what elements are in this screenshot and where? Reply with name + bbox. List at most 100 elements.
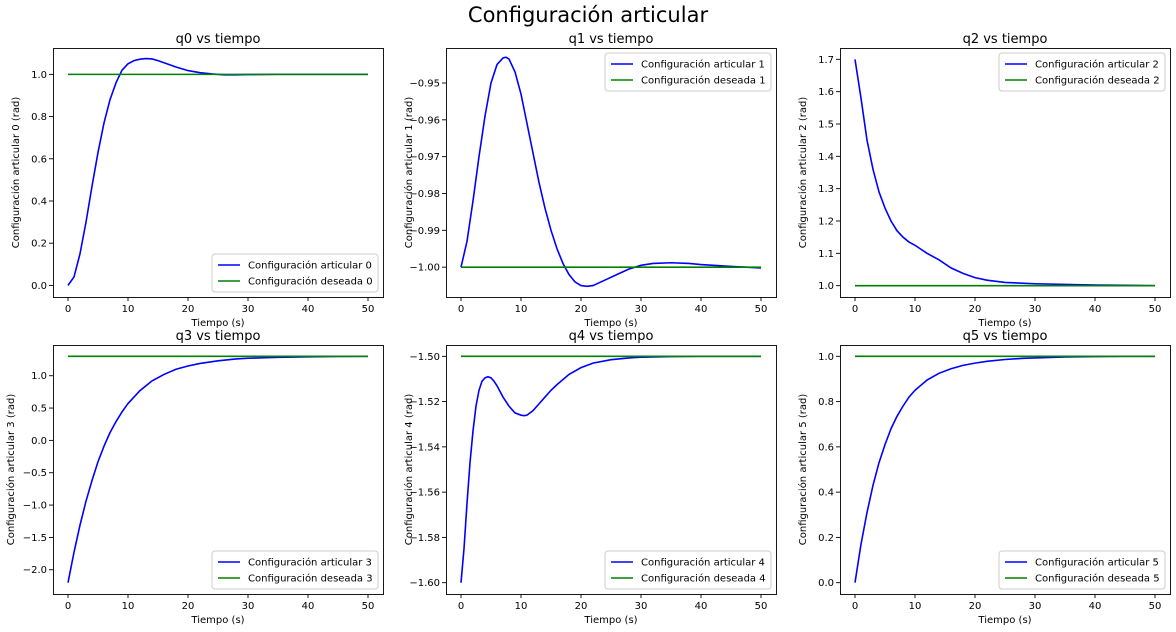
- legend-box: [211, 550, 379, 590]
- y-tick-label: 0.2: [818, 533, 834, 544]
- legend-entry: Configuración articular 3: [248, 557, 372, 569]
- x-tick-label: 0: [458, 304, 464, 315]
- x-tick-label: 0: [458, 601, 464, 612]
- subplot-title: q0 vs tiempo: [176, 32, 261, 47]
- y-tick-label: 1.5: [818, 119, 834, 130]
- x-axis-label: Tiempo (s): [977, 318, 1031, 329]
- x-tick-label: 0: [65, 304, 71, 315]
- legend-entry: Configuración articular 5: [1035, 557, 1159, 569]
- series-line-actual: [854, 355, 1155, 583]
- x-tick-label: 40: [695, 601, 708, 612]
- x-tick-label: 20: [575, 304, 588, 315]
- x-tick-label: 10: [909, 601, 922, 612]
- subplot-title: q3 vs tiempo: [176, 329, 261, 344]
- y-tick-label: −1.0: [23, 501, 47, 512]
- axes-frame: [446, 48, 777, 298]
- x-axis-label: Tiempo (s): [190, 615, 244, 626]
- y-axis-label: Configuración articular 2 (rad): [797, 97, 809, 249]
- legend-box: [604, 550, 772, 590]
- y-tick-label: 1.1: [818, 249, 834, 260]
- x-tick-label: 40: [302, 304, 315, 315]
- legend-entry: Configuración articular 1: [641, 59, 765, 71]
- legend-box: [211, 253, 379, 293]
- series-line-actual: [67, 57, 368, 286]
- x-tick-label: 10: [122, 304, 135, 315]
- x-axis-label: Tiempo (s): [583, 615, 637, 626]
- y-tick-label: −0.95: [409, 78, 440, 89]
- x-axis-label: Tiempo (s): [583, 318, 637, 329]
- series-line-actual: [854, 59, 1156, 287]
- legend-entry: Configuración deseada 0: [248, 276, 373, 288]
- legend-entry: Configuración deseada 4: [641, 573, 766, 585]
- legend-entry: Configuración articular 0: [248, 260, 372, 272]
- x-tick-label: 10: [515, 304, 528, 315]
- y-tick-label: 1.0: [31, 70, 47, 81]
- y-tick-label: −1.56: [409, 488, 440, 499]
- axes-frame: [840, 345, 1171, 595]
- x-tick-label: 30: [635, 304, 648, 315]
- subplot-3: q3 vs tiempo 0 10 20 30 40 50 −2.0 −1.5 −1.0 −0.5 0…: [5, 329, 384, 626]
- subplot-title: q5 vs tiempo: [963, 329, 1048, 344]
- legend-entry: Configuración articular 4: [641, 557, 765, 569]
- x-tick-label: 50: [1149, 304, 1162, 315]
- x-tick-label: 10: [909, 304, 922, 315]
- y-axis-label: Configuración articular 5 (rad): [797, 394, 809, 546]
- subplot-title: q4 vs tiempo: [569, 329, 654, 344]
- y-axis-label: Configuración articular 1 (rad): [403, 97, 415, 249]
- subplot-title: q2 vs tiempo: [963, 32, 1048, 47]
- legend-box: [604, 52, 772, 92]
- axes-frame: [53, 345, 384, 595]
- y-tick-label: −1.50: [409, 352, 440, 363]
- y-tick-label: −0.96: [409, 115, 440, 126]
- y-tick-label: 0.0: [31, 436, 47, 447]
- axes-frame: [53, 48, 384, 298]
- y-tick-label: 0.8: [818, 397, 834, 408]
- axes-frame: [840, 48, 1171, 298]
- y-tick-label: −2.0: [23, 565, 47, 576]
- legend-entry: Configuración deseada 2: [1035, 75, 1160, 87]
- x-tick-label: 20: [969, 304, 982, 315]
- x-axis-label: Tiempo (s): [977, 615, 1031, 626]
- y-tick-label: −0.98: [409, 189, 440, 200]
- x-tick-label: 50: [1149, 601, 1162, 612]
- subplot-5: q5 vs tiempo 0 10 20 30 40 50 0.0 0.2 0.4 0.6 0.8 1.…: [797, 329, 1171, 626]
- x-tick-label: 20: [969, 601, 982, 612]
- subplot-1: q1 vs tiempo 0 10 20 30 40 50 −1.00 −0.99 −0.98 −0…: [403, 32, 777, 329]
- x-tick-label: 30: [1029, 304, 1042, 315]
- x-tick-label: 50: [362, 601, 375, 612]
- y-tick-label: −1.60: [409, 578, 440, 589]
- y-tick-label: 1.4: [818, 152, 834, 163]
- y-tick-label: 0.8: [31, 112, 47, 123]
- x-tick-label: 40: [1089, 304, 1102, 315]
- legend: Configuración articular 2 Configuración d…: [998, 52, 1166, 92]
- legend: Configuración articular 3 Configuración d…: [211, 550, 379, 590]
- y-tick-label: 1.0: [31, 371, 47, 382]
- y-tick-label: 1.0: [818, 281, 834, 292]
- legend: Configuración articular 0 Configuración d…: [211, 253, 379, 293]
- x-tick-label: 50: [362, 304, 375, 315]
- x-tick-label: 0: [65, 601, 71, 612]
- y-axis-label: Configuración articular 4 (rad): [403, 394, 415, 546]
- x-tick-label: 50: [755, 601, 768, 612]
- legend: Configuración articular 4 Configuración d…: [604, 550, 772, 590]
- y-tick-label: −1.5: [23, 533, 47, 544]
- legend-entry: Configuración articular 2: [1035, 59, 1159, 71]
- subplot-0: q0 vs tiempo 0 10 20 30 40 50 0.0 0.2 0.4 0.6 0.8 1.…: [10, 32, 384, 329]
- x-tick-label: 30: [242, 601, 255, 612]
- x-tick-label: 0: [852, 304, 858, 315]
- legend: Configuración articular 1 Configuración d…: [604, 52, 772, 92]
- legend-entry: Configuración deseada 1: [641, 75, 766, 87]
- y-axis-label: Configuración articular 0 (rad): [10, 97, 22, 249]
- y-tick-label: 0.4: [31, 196, 47, 207]
- y-tick-label: 1.2: [818, 217, 834, 228]
- x-tick-label: 40: [302, 601, 315, 612]
- legend-entry: Configuración deseada 5: [1035, 573, 1160, 585]
- x-tick-label: 10: [515, 601, 528, 612]
- x-tick-label: 40: [695, 304, 708, 315]
- series-line-actual: [460, 56, 762, 288]
- x-tick-label: 10: [122, 601, 135, 612]
- y-tick-label: −1.54: [409, 442, 440, 453]
- y-axis-label: Configuración articular 3 (rad): [5, 394, 17, 546]
- y-tick-label: 0.6: [818, 442, 834, 453]
- y-tick-label: −0.5: [23, 468, 47, 479]
